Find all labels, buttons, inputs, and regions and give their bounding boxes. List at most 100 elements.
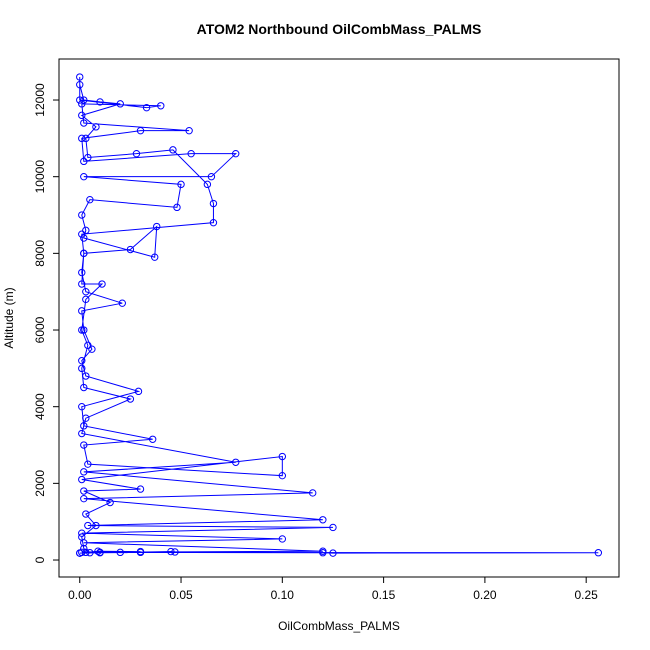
- y-tick-label: 8000: [33, 240, 47, 267]
- data-point: [76, 73, 84, 81]
- data-point: [78, 356, 86, 365]
- data-point: [136, 485, 145, 493]
- data-point: [278, 535, 287, 543]
- data-point: [80, 468, 88, 476]
- y-tick-label: 0: [33, 556, 47, 563]
- data-point: [78, 475, 86, 484]
- y-tick-label: 6000: [33, 316, 47, 343]
- data-point: [80, 234, 88, 242]
- data-point: [80, 441, 88, 449]
- y-tick-label: 4000: [33, 393, 47, 420]
- data-point: [82, 134, 90, 143]
- x-tick-label: 0.10: [271, 588, 295, 602]
- data-point: [126, 245, 135, 254]
- data-point: [150, 253, 159, 261]
- series-line: [79, 77, 599, 554]
- data-point: [78, 364, 86, 373]
- data-point: [80, 544, 88, 553]
- data-point: [82, 414, 90, 422]
- data-point: [82, 287, 90, 296]
- y-tick-label: 10000: [33, 160, 47, 194]
- data-point: [148, 435, 157, 443]
- data-point: [80, 326, 88, 334]
- data-point: [96, 98, 104, 106]
- data-point: [126, 395, 135, 403]
- data-point: [78, 326, 86, 334]
- data-point: [96, 548, 104, 557]
- data-point: [80, 249, 88, 258]
- data-point: [80, 487, 88, 495]
- data-point: [187, 149, 195, 158]
- data-point: [157, 102, 165, 110]
- data-point: [278, 452, 287, 461]
- data-point: [86, 195, 94, 204]
- data-point: [80, 119, 88, 127]
- data-point: [153, 222, 161, 231]
- data-point: [207, 172, 216, 181]
- data-point: [82, 510, 90, 518]
- data-point: [78, 280, 86, 288]
- data-point: [80, 172, 88, 181]
- data-point: [76, 80, 84, 89]
- data-point: [173, 203, 181, 212]
- data-point: [171, 548, 179, 556]
- data-point: [82, 372, 90, 380]
- data-point: [84, 460, 92, 468]
- data-point: [78, 111, 86, 120]
- data-point: [84, 153, 92, 162]
- data-point: [80, 494, 88, 503]
- data-point: [76, 96, 84, 104]
- y-tick-label: 12000: [33, 83, 47, 117]
- data-point: [78, 134, 86, 143]
- data-point: [80, 422, 88, 430]
- data-point: [80, 157, 88, 166]
- data-point: [78, 211, 86, 219]
- data-point: [169, 146, 177, 154]
- data-point: [92, 123, 100, 131]
- data-point: [78, 307, 86, 315]
- data-point: [278, 471, 287, 480]
- data-point: [78, 100, 86, 108]
- data-point: [134, 387, 143, 396]
- data-point: [80, 539, 88, 547]
- data-point: [98, 280, 106, 288]
- data-point: [319, 516, 327, 524]
- x-tick-label: 0.25: [575, 588, 599, 602]
- data-point: [78, 529, 86, 537]
- x-axis-label: OilCombMass_PALMS: [278, 619, 400, 633]
- data-point: [132, 149, 141, 158]
- data-point: [92, 521, 100, 530]
- data-point: [80, 383, 88, 392]
- data-point: [177, 180, 185, 189]
- data-point: [594, 549, 603, 557]
- data-point: [329, 549, 337, 557]
- data-point: [82, 226, 90, 235]
- data-point: [82, 295, 90, 304]
- data-point: [116, 100, 124, 108]
- data-point: [84, 521, 92, 530]
- x-tick-label: 0.20: [473, 588, 497, 602]
- y-axis-label: Altitude (m): [2, 287, 16, 348]
- data-point: [78, 429, 86, 438]
- y-tick-label: 2000: [33, 470, 47, 497]
- plot-frame: [58, 58, 620, 578]
- data-point: [167, 547, 175, 556]
- data-point: [84, 341, 92, 350]
- data-point: [78, 268, 86, 277]
- data-point: [232, 458, 240, 466]
- data-point: [86, 549, 94, 557]
- data-point: [136, 126, 145, 135]
- x-tick-label: 0.05: [169, 588, 193, 602]
- x-tick-label: 0.15: [372, 588, 396, 602]
- data-point: [142, 103, 151, 112]
- data-point: [106, 498, 114, 507]
- data-point: [78, 402, 86, 411]
- data-point: [203, 180, 212, 189]
- data-point: [88, 345, 96, 353]
- data-point: [309, 489, 317, 497]
- data-point: [116, 548, 124, 557]
- data-point: [209, 218, 218, 227]
- data-point: [185, 126, 193, 135]
- data-point: [319, 549, 327, 557]
